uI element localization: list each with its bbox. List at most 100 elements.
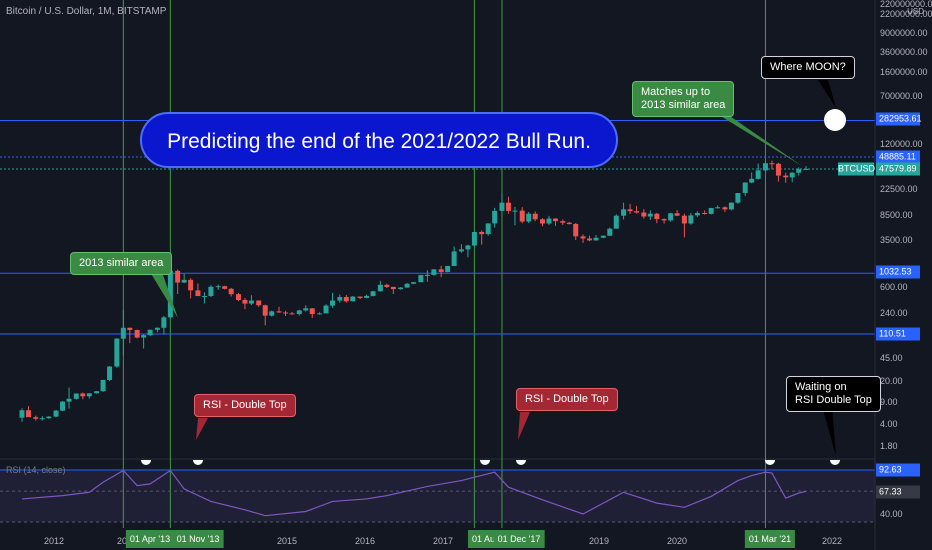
candle-body-105 [728,202,734,210]
rsi-pane [0,460,875,528]
price-tag: 1032.53 [876,265,920,279]
candle-body-32 [235,294,241,300]
candle-body-40 [289,313,295,315]
candle-body-25 [188,279,194,291]
candle-body-45 [323,305,329,314]
y-tick-label: 22000000.00 [880,9,932,19]
candle-body-57 [404,283,410,288]
candle-body-103 [715,207,721,209]
candle-body-84 [587,238,593,241]
candle-body-37 [269,311,275,316]
candle-body-1 [25,410,31,418]
candle-body-91 [634,211,640,213]
y-tick-label: 700000.00 [880,91,923,101]
rsi-tick-label: 92.63 [876,463,920,477]
rsi-peak-marker-4 [516,460,526,465]
candle-body-79 [552,218,558,222]
candle-body-0 [19,410,25,418]
price-tag: 47579.89 [876,162,920,176]
candle-body-60 [424,274,430,276]
candle-body-4 [46,416,52,419]
candle-body-95 [661,219,667,221]
x-tick-label: 2016 [354,536,376,546]
candle-body-88 [613,215,619,229]
candle-body-72 [505,202,511,211]
candle-body-67 [471,231,477,246]
rsi-peak-marker-1 [141,460,151,465]
candle-body-75 [526,213,532,222]
candle-body-55 [390,286,396,290]
candle-body-106 [735,192,741,203]
candle-body-110 [762,163,768,171]
candle-body-112 [775,163,781,176]
candle-body-87 [607,228,613,236]
candle-body-47 [337,297,343,301]
callout-matches-pointer [714,112,802,166]
candle-body-66 [465,245,471,250]
candle-body-69 [485,223,491,235]
candle-body-33 [242,299,248,304]
rsi-tick-label: 67.33 [876,485,920,499]
callout-waiting-line2: RSI Double Top [795,394,872,406]
callout-waiting-rsi: Waiting on RSI Double Top [786,376,881,412]
x-tick-label: 2017 [432,536,454,546]
candle-body-14 [114,338,120,367]
candle-body-64 [451,251,457,266]
highlighted-date-label: 01 Nov '13 [172,530,224,548]
candle-body-53 [377,284,383,292]
x-tick-label: 2015 [276,536,298,546]
candle-body-12 [100,379,106,392]
candle-body-115 [796,169,802,173]
callout-rsi-double-top-1: RSI - Double Top [194,394,296,417]
x-tick-label: 2019 [588,536,610,546]
candle-body-96 [668,213,674,221]
candle-body-82 [573,224,579,237]
candle-body-62 [438,269,444,272]
candle-body-36 [262,305,268,316]
candle-body-108 [749,178,755,183]
callout-rsi-double-top-2: RSI - Double Top [516,388,618,411]
y-tick-label: 1600000.00 [880,67,928,77]
symbol-title[interactable]: Bitcoin / U.S. Dollar, 1M, BITSTAMP [6,6,167,17]
candle-body-102 [708,207,714,214]
candle-body-22 [167,270,173,318]
candle-body-63 [445,265,451,272]
rsi-peak-marker-3 [480,460,490,465]
callout-waiting-line1: Waiting on [795,381,847,393]
y-tick-label: 22500.00 [880,184,918,194]
candle-body-98 [681,215,687,224]
callout-rsi-double-top-1-text: RSI - Double Top [203,399,287,411]
callout-2013-similar-text: 2013 similar area [79,257,164,269]
candle-body-86 [600,235,606,238]
callout-2013-similar: 2013 similar area [70,252,173,275]
candle-body-29 [215,286,221,288]
callout-moon-pointer [818,80,836,108]
price-tag: 48885.11 [876,150,920,164]
rsi-peak-marker-5 [765,460,775,465]
price-tag: 110.51 [876,327,920,341]
candle-body-65 [458,249,464,252]
candle-body-43 [309,308,315,315]
candle-body-90 [627,209,633,212]
candle-body-52 [370,291,376,296]
callout-waiting-pointer [822,406,836,456]
candle-body-111 [769,163,775,165]
candle-body-26 [195,290,201,297]
candle-body-10 [86,393,92,397]
candle-body-9 [80,393,86,397]
callout-matches-up-line2: 2013 similar area [641,99,726,111]
candle-body-77 [540,219,546,224]
x-tick-label: 2020 [666,536,688,546]
candle-body-18 [141,335,147,338]
rsi-peak-marker-2 [193,460,203,465]
candle-body-44 [317,313,323,315]
candle-body-104 [722,207,728,210]
candle-body-16 [127,327,133,331]
rsi-title[interactable]: RSI (14, close) [6,465,66,475]
btcusd-tag: BTCUSD [838,162,876,176]
x-tick-label: 2022 [821,536,843,546]
candle-body-23 [175,270,181,283]
candle-body-92 [641,212,647,217]
